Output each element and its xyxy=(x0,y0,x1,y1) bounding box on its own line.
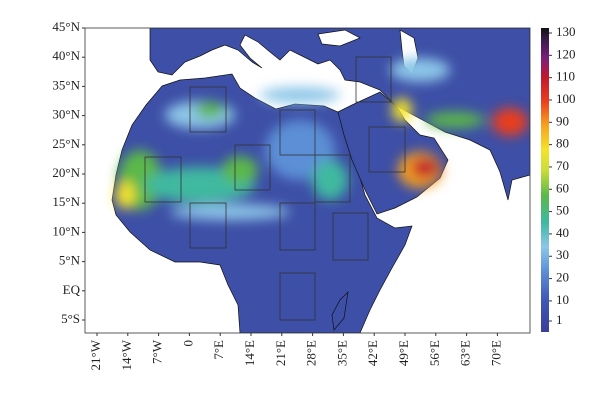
latitude-label: 30°N xyxy=(52,107,80,122)
colorbar-tick-label: 110 xyxy=(556,69,575,84)
latitude-label: EQ xyxy=(63,282,81,297)
madagascar xyxy=(331,290,349,331)
colorbar xyxy=(541,28,549,332)
longitude-label: 56°E xyxy=(427,340,442,366)
longitude-label: 7°W xyxy=(150,339,165,364)
longitude-label: 63°E xyxy=(458,340,473,366)
land-africa xyxy=(111,73,413,333)
latitude-label: 25°N xyxy=(52,136,80,151)
longitude-label: 42°E xyxy=(365,340,380,366)
longitude-label: 14°W xyxy=(119,339,134,370)
longitude-label: 35°E xyxy=(334,340,349,366)
latitude-label: 35°N xyxy=(52,77,80,92)
colorbar-tick-label: 50 xyxy=(556,203,569,218)
colorbar-tick-label: 130 xyxy=(556,24,576,39)
analysis-boxes xyxy=(144,56,406,321)
colorbar-tick-label: 10 xyxy=(556,292,569,307)
map xyxy=(85,28,530,333)
latitude-label: 40°N xyxy=(52,48,80,63)
colorbar-tick-label: 1 xyxy=(556,312,563,327)
latitude-label: 5°S xyxy=(61,311,80,326)
colorbar-tick-label: 100 xyxy=(556,91,576,106)
latitude-label: 20°N xyxy=(52,165,80,180)
longitude-label: 21°E xyxy=(273,340,288,366)
map-frame xyxy=(84,27,531,334)
colorbar-tick-label: 60 xyxy=(556,180,569,195)
colorbar-tick-label: 30 xyxy=(556,247,569,262)
latitude-label: 15°N xyxy=(52,194,80,209)
precipitation-field xyxy=(115,58,528,220)
latitude-label: 5°N xyxy=(59,253,81,268)
longitude-label: 28°E xyxy=(304,340,319,366)
longitude-label: 0 xyxy=(180,340,195,347)
black-sea xyxy=(317,29,361,47)
colorbar-tick-label: 20 xyxy=(556,270,569,285)
latitude-label: 45°N xyxy=(52,19,80,34)
colorbar-tick-label: 90 xyxy=(556,113,569,128)
colorbar-tick-label: 120 xyxy=(556,46,576,61)
longitude-label: 21°W xyxy=(88,339,103,370)
colorbar-tick-label: 80 xyxy=(556,136,569,151)
longitude-label: 70°E xyxy=(488,340,503,366)
longitude-label: 7°E xyxy=(211,340,226,360)
colorbar-tick-label: 40 xyxy=(556,225,569,240)
longitude-label: 14°E xyxy=(242,340,257,366)
latitude-label: 10°N xyxy=(52,223,80,238)
longitude-label: 49°E xyxy=(396,340,411,366)
colorbar-tick-label: 70 xyxy=(556,158,569,173)
